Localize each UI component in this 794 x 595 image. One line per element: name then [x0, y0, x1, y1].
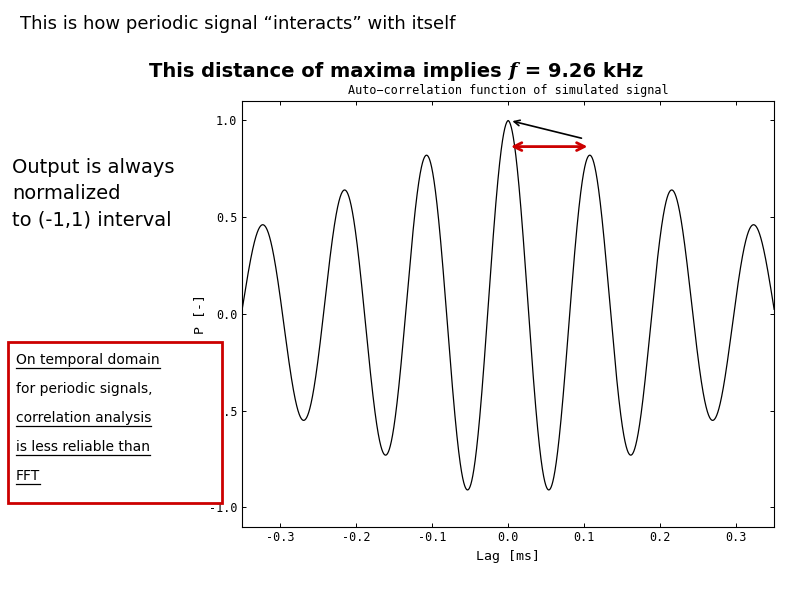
Text: Output is always
normalized
to (-1,1) interval: Output is always normalized to (-1,1) in… [12, 158, 175, 230]
X-axis label: Lag [ms]: Lag [ms] [476, 550, 540, 563]
Y-axis label: P [-]: P [-] [193, 294, 206, 334]
Text: f: f [508, 62, 517, 80]
Text: On temporal domain: On temporal domain [16, 353, 160, 367]
Text: is less reliable than: is less reliable than [16, 440, 150, 453]
Text: = 9.26 kHz: = 9.26 kHz [518, 62, 643, 82]
Text: This is how periodic signal “interacts” with itself: This is how periodic signal “interacts” … [20, 15, 455, 33]
Text: for periodic signals,: for periodic signals, [16, 382, 152, 396]
Text: correlation analysis: correlation analysis [16, 411, 151, 425]
Text: This distance of maxima implies: This distance of maxima implies [148, 62, 508, 82]
Title: Auto−correlation function of simulated signal: Auto−correlation function of simulated s… [348, 84, 669, 97]
Text: FFT: FFT [16, 468, 40, 483]
